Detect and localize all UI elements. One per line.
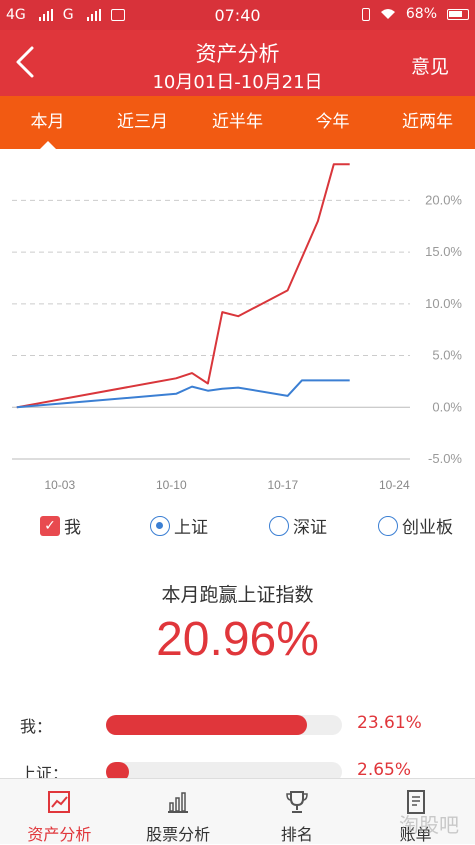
date-range: 10月01日-10月21日 [0, 68, 475, 94]
nav-label: 排名 [238, 821, 357, 845]
radio-unselected-icon[interactable] [269, 516, 289, 536]
x-tick-label: 10-10 [156, 478, 187, 492]
chart-line-icon [46, 789, 72, 815]
summary-headline: 本月跑赢上证指数 [0, 580, 475, 607]
x-tick-label: 10-03 [44, 478, 75, 492]
y-tick-label: 15.0% [425, 244, 462, 259]
returns-chart-svg: 20.0% 15.0% 10.0% 5.0% 0.0% -5.0% 10-03 10-10 10… [0, 149, 475, 504]
legend-me[interactable]: ✓ 我 [40, 513, 81, 538]
tab-this-year[interactable]: 今年 [285, 96, 380, 149]
comparison-value: 2.65% [357, 760, 411, 780]
radio-selected-icon[interactable] [150, 516, 170, 536]
legend-shenzhen-label: 深证 [293, 513, 327, 538]
nav-label: 资产分析 [0, 821, 119, 845]
nav-stock-analysis[interactable]: 股票分析 [119, 779, 238, 844]
bar-chart-icon [165, 789, 191, 815]
legend-shenzhen[interactable]: 深证 [269, 513, 327, 538]
wifi-icon [380, 8, 396, 20]
battery-level: 68% [406, 6, 437, 22]
legend-shanghai-label: 上证 [174, 513, 208, 538]
legend-chinext[interactable]: 创业板 [378, 513, 453, 538]
tab-half-year[interactable]: 近半年 [190, 96, 285, 149]
nav-asset-analysis[interactable]: 资产分析 [0, 779, 119, 844]
tab-three-months[interactable]: 近三月 [95, 96, 190, 149]
legend-shanghai[interactable]: 上证 [150, 513, 208, 538]
feedback-button[interactable]: 意见 [411, 52, 449, 79]
radio-unselected-icon[interactable] [378, 516, 398, 536]
y-tick-label: -5.0% [428, 451, 462, 466]
nav-label: 股票分析 [119, 821, 238, 845]
progress-fill [106, 715, 307, 735]
comparison-row-me: 我： 23.61% [0, 711, 475, 741]
period-tabs: 本月 近三月 近半年 今年 近两年 [0, 96, 475, 149]
trophy-icon [284, 789, 310, 815]
legend-chinext-label: 创业板 [402, 513, 453, 538]
x-tick-label: 10-17 [267, 478, 298, 492]
progress-track [106, 715, 342, 735]
watermark: 淘股吧 [399, 809, 459, 838]
tab-two-years[interactable]: 近两年 [380, 96, 475, 149]
comparison-value: 23.61% [357, 713, 422, 733]
status-right: 68% [362, 6, 469, 22]
vibrate-icon [362, 8, 370, 21]
battery-icon [447, 9, 469, 20]
nav-ranking[interactable]: 排名 [238, 779, 357, 844]
page-title: 资产分析 [0, 38, 475, 68]
returns-chart: 20.0% 15.0% 10.0% 5.0% 0.0% -5.0% 10-03 10-10 10… [0, 149, 475, 504]
y-tick-label: 0.0% [432, 399, 462, 414]
outperformance-value: 20.96% [0, 612, 475, 667]
status-bar: 4G G 07:40 68% [0, 0, 475, 30]
y-tick-label: 5.0% [432, 348, 462, 363]
checkbox-checked-icon[interactable]: ✓ [40, 516, 60, 536]
comparison-label: 我： [20, 713, 52, 737]
chart-legend: ✓ 我 上证 深证 创业板 [0, 513, 475, 543]
y-tick-label: 10.0% [425, 296, 462, 311]
x-tick-label: 10-24 [379, 478, 410, 492]
y-tick-label: 20.0% [425, 192, 462, 207]
app-header: 资产分析 10月01日-10月21日 意见 [0, 30, 475, 96]
legend-me-label: 我 [64, 513, 81, 538]
tab-this-month[interactable]: 本月 [0, 96, 95, 149]
series-line-shanghai [17, 380, 350, 407]
